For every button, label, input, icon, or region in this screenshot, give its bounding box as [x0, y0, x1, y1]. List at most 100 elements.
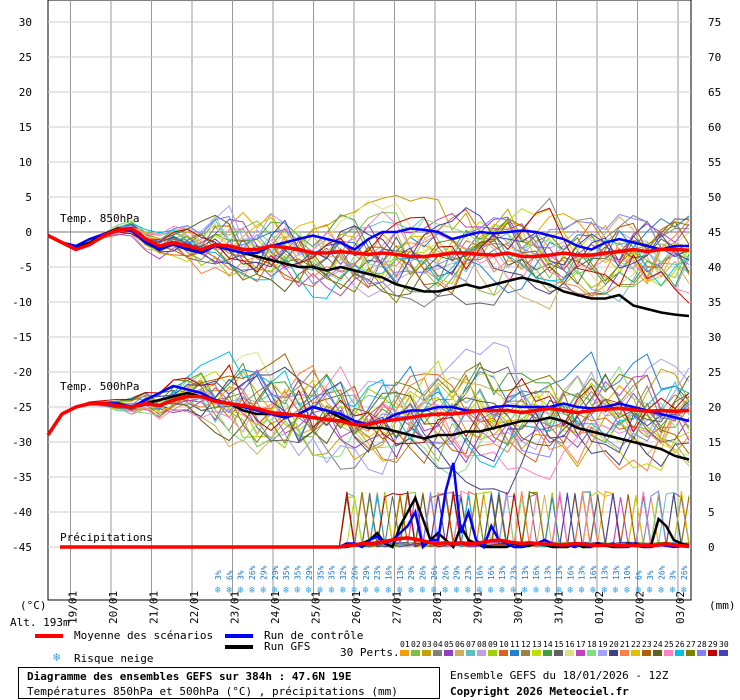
snow-risk-percent: 13% [555, 565, 564, 580]
left-tick-label: 10 [19, 156, 32, 169]
perturbation-id: 19 [598, 640, 608, 649]
snow-risk-percent: 13% [396, 565, 405, 580]
snowflake-icon: ❄ [385, 585, 392, 596]
snowflake-icon: ❄ [681, 585, 688, 596]
snow-risk-percent: 32% [339, 565, 348, 580]
series-500-line [46, 394, 690, 436]
snowflake-icon: ❄ [488, 585, 495, 596]
snow-risk-percent: 3% [237, 570, 246, 580]
perturbation-swatch [686, 650, 695, 656]
date-label: 26/01 [350, 591, 363, 624]
perturbation-swatch [675, 650, 684, 656]
label-temp-500: Temp. 500hPa [60, 380, 139, 393]
perturbation-id: 07 [466, 640, 476, 649]
perturbation-id: 06 [455, 640, 465, 649]
snow-risk-percent: 16% [384, 565, 393, 580]
snow-risk-percent: 6% [225, 570, 234, 580]
right-tick-label: 25 [708, 366, 721, 379]
perturbation-swatch [521, 650, 530, 656]
date-label: 29/01 [472, 591, 485, 624]
left-tick-label: -35 [12, 471, 32, 484]
snowflake-icon: ❄ [226, 585, 233, 596]
perturbation-swatch [609, 650, 618, 656]
date-label: 01/02 [593, 591, 606, 624]
legend-gfs-label: Run GFS [264, 640, 311, 653]
date-label: 21/01 [148, 591, 161, 624]
perturbation-id: 22 [631, 640, 641, 649]
perturbation-500-line [47, 351, 690, 468]
perturbation-id: 23 [642, 640, 652, 649]
perturbation-id: 02 [411, 640, 421, 649]
snow-risk-percent: 16% [532, 565, 541, 580]
snowflake-icon: ❄ [442, 585, 449, 596]
snow-risk-percent: 13% [544, 565, 553, 580]
date-label: 19/01 [67, 591, 80, 624]
snowflake-icon: ❄ [363, 585, 370, 596]
ensemble-run-label: Ensemble GEFS du 18/01/2026 - 12Z [450, 669, 669, 682]
snowflake-icon: ❄ [476, 585, 483, 596]
date-label: 28/01 [431, 591, 444, 624]
perturbation-id: 20 [609, 640, 619, 649]
series-500-line [46, 391, 690, 461]
perturbation-id: 08 [477, 640, 487, 649]
snowflake-icon: ❄ [260, 585, 267, 596]
date-label: 20/01 [107, 591, 120, 624]
snowflake-icon: ❄ [351, 585, 358, 596]
snow-risk-percent: 3% [214, 570, 223, 580]
perturbation-850-line [47, 213, 690, 285]
date-label: 03/02 [674, 591, 687, 624]
date-label: 24/01 [269, 591, 282, 624]
right-tick-label: 45 [708, 226, 721, 239]
right-tick-label: 40 [708, 261, 721, 274]
right-tick-label: 30 [708, 331, 721, 344]
altitude-label: Alt. 193m [10, 616, 70, 629]
snowflake-icon: ❄ [522, 585, 529, 596]
perturbation-swatch [532, 650, 541, 656]
legend-snow-label: Risque neige [74, 652, 154, 665]
left-axis-ticks: 30 25 20 15 10 5 0 -5 -10 -15 -20 -25 -30 -35 -40 -45 [12, 16, 32, 554]
perturbation-850-line [47, 216, 690, 284]
perturbation-swatch [488, 650, 497, 656]
label-temp-850: Temp. 850hPa [60, 212, 139, 225]
snow-risk-percent: 29% [259, 565, 268, 580]
perturbation-swatch [400, 650, 409, 656]
perturbation-id: 17 [576, 640, 586, 649]
snow-risk-percent: 13% [578, 565, 587, 580]
perturbation-swatch [719, 650, 728, 656]
left-tick-label: -20 [12, 366, 32, 379]
perturbation-id: 18 [587, 640, 597, 649]
perturbation-id: 01 [400, 640, 410, 649]
perturbation-850-line [47, 194, 690, 297]
snowflake-icon: ❄ [533, 585, 540, 596]
date-label: 22/01 [188, 591, 201, 624]
perturbation-swatch [631, 650, 640, 656]
snow-risk-percent: 26% [657, 565, 666, 580]
perturbation-swatch [664, 650, 673, 656]
perturbation-id: 14 [543, 640, 553, 649]
snowflake-icon: ❄ [317, 585, 324, 596]
left-tick-label: -5 [19, 261, 32, 274]
right-tick-label: 55 [708, 156, 721, 169]
snowflake-icon: ❄ [601, 585, 608, 596]
snow-risk-percent: 16% [589, 565, 598, 580]
snow-risk-percent: 29% [271, 565, 280, 580]
perturbation-850-line [47, 208, 690, 287]
snow-risk-row: 3%❄6%❄3%❄26%❄29%❄29%❄35%❄35%❄29%❄35%❄35%… [214, 565, 689, 596]
snowflake-icon: ❄ [658, 585, 665, 596]
perturbation-swatch [543, 650, 552, 656]
snowflake-icon: ❄ [397, 585, 404, 596]
left-unit-label: (°C) [20, 599, 47, 612]
right-tick-label: 50 [708, 191, 721, 204]
snowflake-icon: ❄ [511, 585, 518, 596]
left-tick-label: -10 [12, 296, 32, 309]
perturbation-swatch [433, 650, 442, 656]
right-tick-label: 60 [708, 121, 721, 134]
perturbation-id: 25 [664, 640, 674, 649]
snow-risk-percent: 26% [680, 565, 689, 580]
snow-risk-percent: 26% [441, 565, 450, 580]
snowflake-icon: ❄ [340, 585, 347, 596]
perturbation-id: 27 [686, 640, 696, 649]
snow-risk-percent: 26% [248, 565, 257, 580]
